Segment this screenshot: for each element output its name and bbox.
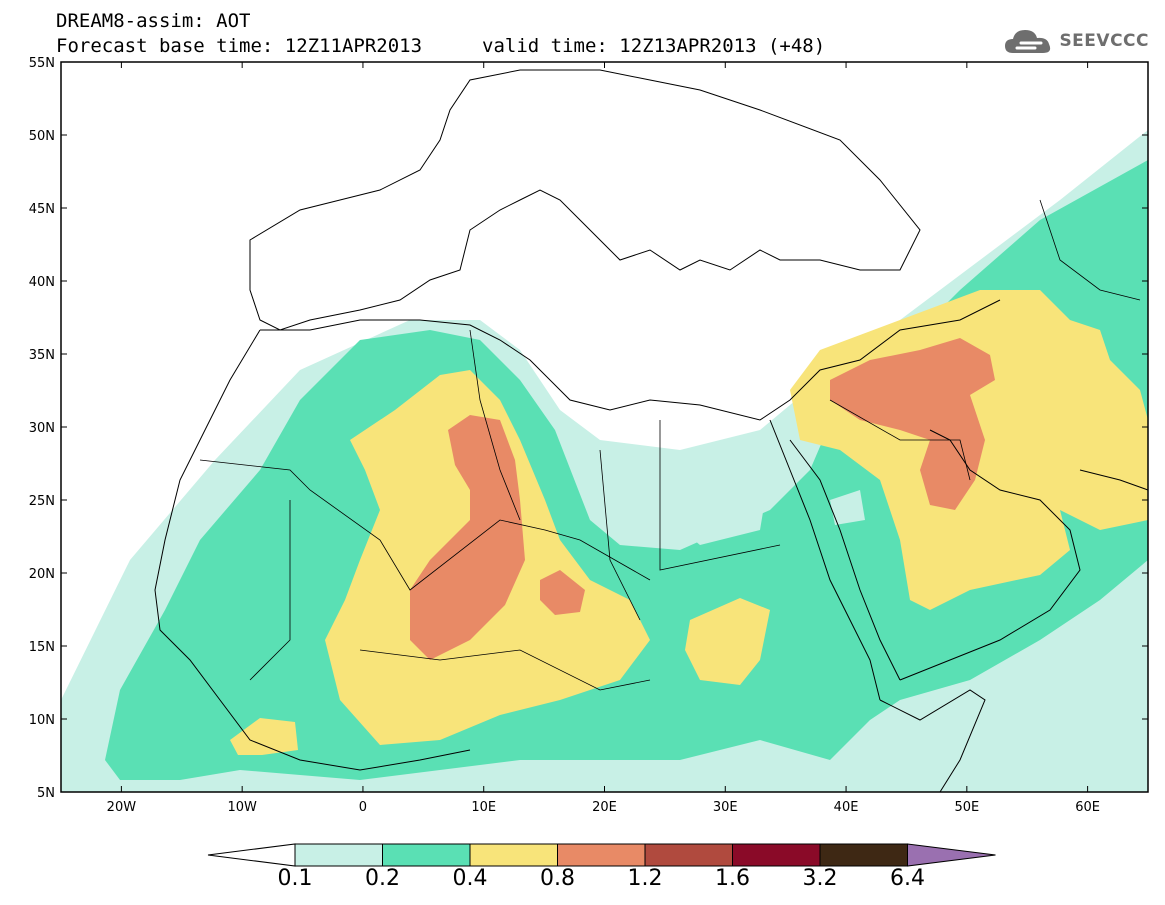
aot-clear-egypt (670, 455, 770, 545)
aot-level-0.8-sahara-b (540, 570, 585, 615)
lat-label: 55N (29, 56, 55, 71)
valid-time: valid time: 12Z13APR2013 (+48) (482, 35, 826, 57)
lat-label: 40N (29, 275, 55, 290)
lat-label: 35N (29, 348, 55, 363)
lon-label: 50E (954, 800, 979, 815)
lat-label: 50N (29, 129, 55, 144)
colorbar-tick-label: 0.8 (540, 866, 575, 891)
aot-level-0.4-sudan (685, 598, 770, 685)
colorbar-tick-label: 3.2 (802, 866, 838, 891)
forecast-base-time: Forecast base time: 12Z11APR2013 (56, 35, 423, 57)
colorbar-tick-label: 0.4 (452, 866, 488, 891)
longitude-labels: 20W 10W 0 10E 20E 30E 40E 50E 60E (107, 800, 1100, 815)
latitude-labels: 55N 50N 45N 40N 35N 30N 25N 20N 15N 10N 5N (29, 56, 55, 801)
lat-label: 5N (37, 786, 55, 801)
lat-label: 25N (29, 494, 55, 509)
aot-level-0.8-sahara (410, 415, 525, 660)
lat-label: 15N (29, 640, 55, 655)
lon-label: 10W (227, 800, 257, 815)
lon-label: 30E (713, 800, 738, 815)
colorbar-swatch (644, 843, 733, 867)
lat-label: 45N (29, 202, 55, 217)
lat-label: 30N (29, 421, 55, 436)
colorbar-tick-label: 1.6 (715, 866, 750, 891)
title-line-1: DREAM8-assim: AOT (56, 10, 251, 32)
coastlines-and-borders (154, 69, 1148, 792)
lat-label: 10N (29, 713, 55, 728)
colorbar-swatch (469, 843, 558, 867)
colorbar-under-arrow (207, 843, 296, 867)
colorbar-tick-label: 6.4 (890, 866, 925, 891)
cloud-icon (1005, 30, 1051, 53)
lon-label: 0 (359, 800, 367, 815)
lon-label: 60E (1075, 800, 1100, 815)
colorbar-tick-label: 0.1 (277, 866, 313, 891)
colorbar-swatch (819, 843, 908, 867)
aot-level-0.8-mideast (830, 338, 995, 510)
lon-label: 40E (834, 800, 859, 815)
logo-text: SEEVCCC (1059, 31, 1149, 51)
seevccc-logo: SEEVCCC (1003, 26, 1149, 56)
aot-fill (61, 130, 1148, 792)
colorbar-swatch (732, 843, 821, 867)
colorbar-swatch (557, 843, 646, 867)
axis-ticks (61, 61, 1148, 793)
aot-level-0.4-guinea (230, 718, 298, 755)
lon-label: 20W (107, 800, 137, 815)
aot-clear-arabia (830, 490, 865, 525)
colorbar-over-arrow (907, 843, 996, 867)
lon-label: 20E (592, 800, 617, 815)
colorbar-tick-label: 1.2 (627, 866, 663, 891)
colorbar-tick-label: 0.2 (365, 866, 400, 891)
lat-label: 20N (29, 567, 55, 582)
colorbar-swatch (294, 843, 383, 867)
lon-label: 10E (471, 800, 496, 815)
colorbar-swatch (382, 843, 471, 867)
